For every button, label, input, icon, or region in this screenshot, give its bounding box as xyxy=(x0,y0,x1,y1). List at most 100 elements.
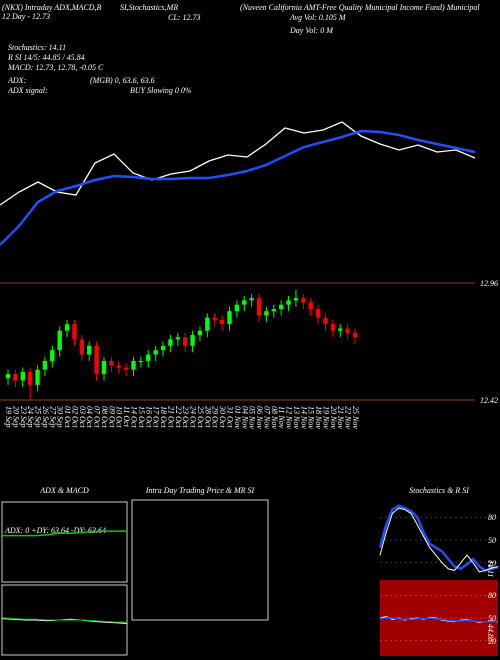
x-tick-label: 25 Nov xyxy=(351,406,360,429)
x-tick-label: 18 Nov xyxy=(314,406,323,429)
candle-body xyxy=(205,317,210,331)
x-tick-label: 29 Oct xyxy=(211,406,220,428)
panel-frame xyxy=(1,584,128,656)
x-tick-label: 01 Nov xyxy=(233,406,242,429)
x-tick-label: 30 Sep xyxy=(56,405,65,428)
candle-body xyxy=(330,324,336,331)
x-tick-label: 24 Oct xyxy=(189,406,198,428)
candle-body xyxy=(72,324,77,340)
candle-body xyxy=(256,298,262,316)
candle-body xyxy=(249,298,254,301)
x-tick-label: 17 Oct xyxy=(152,406,161,428)
y-tick-label: 50 xyxy=(488,536,496,545)
y-tick-label: 80 xyxy=(488,513,496,522)
annotation: SI,Stochastics,MR xyxy=(120,3,178,12)
x-tick-label: 19 Nov xyxy=(321,406,330,429)
annotation: (Nuveen California AMT-Free Quality Muni… xyxy=(240,3,480,12)
candle-body xyxy=(79,339,85,355)
candle-body xyxy=(301,298,306,303)
panel-title: Intra Day Trading Price & MR SI xyxy=(145,486,255,495)
candle-body xyxy=(175,337,181,340)
panel-frame xyxy=(131,499,269,621)
annotation: 44.85 xyxy=(486,624,495,642)
x-tick-label: 24 Sep xyxy=(26,406,35,428)
x-tick-label: 07 Oct xyxy=(93,406,102,428)
x-tick-label: 10 Oct xyxy=(115,406,124,428)
candle-body xyxy=(234,304,240,312)
x-tick-label: 04 Oct xyxy=(85,406,94,428)
y-tick-label: 50 xyxy=(488,614,496,623)
annotation: BUY Slowing 0 0% xyxy=(130,86,192,95)
x-tick-label: 01 Oct xyxy=(63,406,72,428)
candle-body xyxy=(146,354,151,361)
x-tick-label: 12 Nov xyxy=(285,406,294,429)
x-tick-label: 11 Nov xyxy=(277,406,286,429)
x-tick-label: 28 Oct xyxy=(203,406,212,428)
annotation: ADX: xyxy=(7,76,27,85)
candle-body xyxy=(94,345,99,374)
x-tick-label: 06 Nov xyxy=(255,406,264,429)
candle-body xyxy=(87,345,92,355)
x-tick-label: 16 Oct xyxy=(144,406,153,428)
line-series xyxy=(1,617,127,623)
x-tick-label: 15 Oct xyxy=(137,406,146,428)
annotation: Avg Vol: 0.105 M xyxy=(289,13,347,22)
candle-body xyxy=(138,361,144,362)
candle-body xyxy=(64,324,70,331)
x-tick-label: 15 Nov xyxy=(307,406,316,429)
y-tick-label: 12.96 xyxy=(480,279,498,288)
x-tick-label: 20 Sep xyxy=(11,406,20,428)
annotation: (NKX) Intraday ADX,MACD,B xyxy=(2,3,102,12)
line-series xyxy=(0,121,476,206)
candle-body xyxy=(323,317,328,325)
candle-body xyxy=(352,332,358,338)
annotation: MACD: 12.73, 12.78, -0.05 C xyxy=(7,63,104,72)
line-series xyxy=(2,530,127,537)
x-tick-label: 07 Nov xyxy=(262,406,271,429)
x-tick-label: 08 Oct xyxy=(100,406,109,428)
line-series xyxy=(0,129,476,246)
x-tick-label: 03 Oct xyxy=(78,406,87,428)
y-tick-label: 20 xyxy=(488,559,496,568)
annotation: R SI 14/5: 44.85 / 45.84 xyxy=(7,53,85,62)
candle-body xyxy=(13,374,18,381)
candle-body xyxy=(35,369,40,385)
line-series xyxy=(379,617,499,623)
candle-body xyxy=(338,328,343,331)
x-tick-label: 18 Oct xyxy=(159,406,168,428)
x-tick-label: 02 Oct xyxy=(70,406,79,428)
candle-body xyxy=(131,361,136,370)
candle-body xyxy=(50,350,55,361)
x-tick-label: 14 Nov xyxy=(299,406,308,429)
x-tick-label: 30 Oct xyxy=(218,405,227,428)
line-series xyxy=(379,507,499,573)
candle-body xyxy=(308,302,313,309)
candle-body xyxy=(160,345,166,351)
x-tick-label: 31 Oct xyxy=(225,405,234,428)
candle-body xyxy=(168,339,173,346)
candle-body xyxy=(293,298,299,301)
y-tick-label: 20 xyxy=(488,637,496,646)
x-tick-label: 26 Sep xyxy=(41,406,50,428)
x-tick-label: 05 Nov xyxy=(248,406,257,429)
x-tick-label: 19 Sep xyxy=(4,406,13,428)
candle-body xyxy=(278,304,284,309)
candle-body xyxy=(242,300,247,305)
x-tick-label: 09 Oct xyxy=(107,406,116,428)
x-tick-label: 13 Nov xyxy=(292,406,301,429)
candle-body xyxy=(219,319,225,325)
candle-body xyxy=(116,365,121,368)
candle-body xyxy=(57,330,62,351)
x-tick-label: 04 Nov xyxy=(240,406,249,429)
candle-body xyxy=(153,350,158,355)
candle-body xyxy=(271,309,276,312)
panel-frame xyxy=(1,501,128,583)
candle-body xyxy=(5,374,11,379)
x-tick-label: 20 Nov xyxy=(329,406,338,429)
candle-body xyxy=(182,337,188,346)
annotation: ADX signal: xyxy=(7,86,48,95)
candle-body xyxy=(197,330,203,335)
x-tick-label: 21 Nov xyxy=(336,406,345,429)
